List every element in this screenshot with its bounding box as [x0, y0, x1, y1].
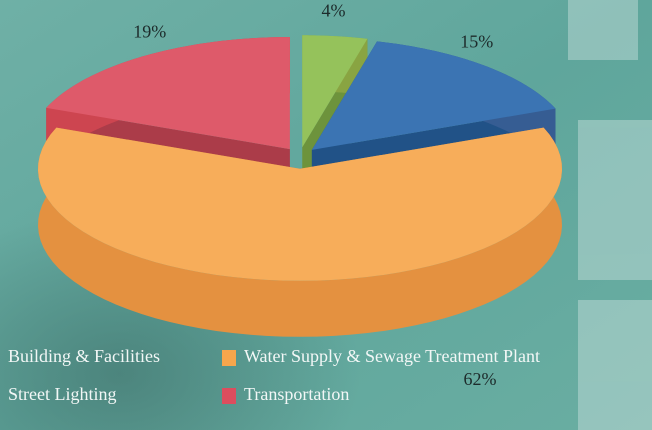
- data-label: 4%: [321, 0, 345, 20]
- slice-top-highlight: [311, 41, 556, 150]
- legend-label: Water Supply & Sewage Treatment Plant: [244, 346, 540, 366]
- legend-swatch: [222, 350, 236, 366]
- legend: Building & Facilities Water Supply & Sewa…: [8, 346, 540, 404]
- data-label: 19%: [133, 22, 166, 42]
- slice-top-highlight: [302, 35, 368, 148]
- slice-top: [38, 127, 562, 281]
- legend-swatch: [222, 388, 236, 404]
- legend-label: Transportation: [244, 384, 349, 404]
- background-letters: [568, 0, 652, 430]
- slice-top-highlight: [38, 127, 562, 281]
- slice-top-highlight: [46, 37, 290, 150]
- slice-wall-shade: [38, 127, 562, 337]
- slice-wall: [38, 127, 562, 337]
- data-label: 62%: [464, 369, 497, 389]
- slice-top: [311, 41, 556, 150]
- slice-top: [302, 35, 368, 148]
- slice: [38, 127, 562, 337]
- data-label: 15%: [460, 32, 493, 52]
- pie: 4% 15% 62% 19%: [38, 0, 562, 389]
- legend-label: Street Lighting: [8, 384, 116, 404]
- legend-label: Building & Facilities: [8, 346, 160, 366]
- slice-top: [46, 37, 290, 150]
